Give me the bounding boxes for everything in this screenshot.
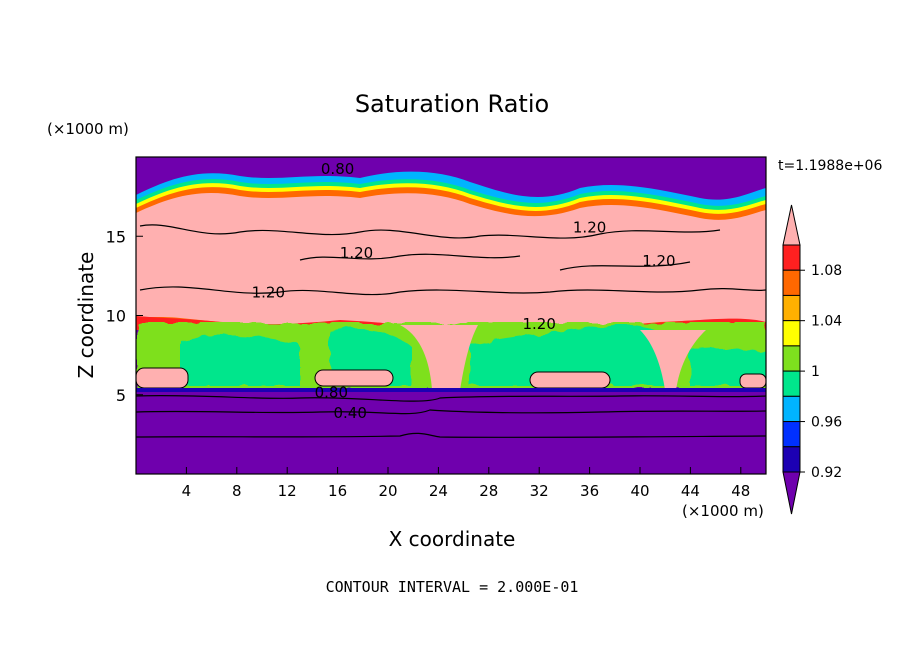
x-tick-label: 20 [378, 482, 397, 500]
contour-labels: 0.80 1.20 1.20 1.20 1.20 1.20 0.80 0.40 [252, 160, 676, 422]
y-axis: 5 10 15 [106, 227, 143, 405]
x-axis-title: X coordinate [389, 527, 516, 551]
contour-label: 1.20 [340, 244, 373, 262]
contour-label: 0.80 [321, 160, 354, 178]
colorbar-swatch [782, 294, 801, 322]
x-tick-label: 8 [232, 482, 242, 500]
contour-lines [136, 224, 766, 439]
contour-interval-footer: CONTOUR INTERVAL = 2.000E-01 [326, 578, 579, 596]
x-axis: 4 8 12 16 20 24 28 32 36 40 44 48 [182, 467, 750, 500]
pink-intrusion-2 [640, 330, 706, 390]
colorbar-label: 1 [811, 364, 820, 380]
lens-3 [529, 371, 611, 389]
x-tick-label: 24 [429, 482, 448, 500]
x-tick-label: 32 [530, 482, 549, 500]
time-label: t=1.1988e+06 [778, 158, 882, 174]
x-unit-label: (×1000 m) [682, 502, 764, 520]
colorbar-swatch [782, 395, 801, 423]
y-unit-label: (×1000 m) [47, 120, 129, 138]
x-tick-label: 4 [182, 482, 192, 500]
y-tick-label: 5 [116, 386, 126, 405]
moist-layer [136, 193, 766, 331]
colorbar-swatch [782, 370, 801, 397]
colorbar-swatch [782, 269, 801, 296]
colorbar-label: 1.04 [811, 314, 842, 330]
lens-2 [314, 369, 394, 387]
lens-4 [739, 373, 766, 389]
pink-intrusion-1 [400, 325, 478, 390]
y-tick-label: 10 [106, 307, 126, 326]
colorbar-swatch [782, 345, 801, 372]
chart-title: Saturation Ratio [355, 90, 549, 118]
y-tick-label: 15 [106, 227, 126, 246]
colorbar-bottom-cap [782, 471, 801, 515]
contour-label: 1.20 [642, 252, 675, 270]
x-tick-label: 12 [278, 482, 297, 500]
colorbar-swatch [782, 320, 801, 347]
contour-label: 1.20 [252, 283, 285, 301]
colorbar: 1.08 1.04 1 0.96 0.92 [782, 204, 842, 515]
colorbar-label: 1.08 [811, 263, 842, 279]
cloud-base [136, 388, 766, 392]
lens-1 [136, 367, 189, 389]
x-tick-label: 28 [479, 482, 498, 500]
colorbar-swatch [782, 446, 801, 473]
x-tick-label: 48 [731, 482, 750, 500]
contour-label: 1.20 [573, 218, 606, 236]
cloud-band-teal [180, 324, 766, 386]
x-tick-label: 36 [580, 482, 599, 500]
contour-label: 0.40 [333, 404, 366, 422]
contour-label: 1.20 [522, 315, 555, 333]
x-tick-label: 40 [630, 482, 649, 500]
colorbar-swatch [782, 244, 801, 271]
colorbar-label: 0.96 [811, 415, 842, 431]
colorbar-swatch [782, 421, 801, 448]
colorbar-label: 0.92 [811, 465, 842, 481]
plot-area [136, 157, 766, 474]
y-axis-title: Z coordinate [74, 252, 98, 379]
x-tick-label: 44 [681, 482, 700, 500]
x-tick-label: 16 [328, 482, 347, 500]
colorbar-top-cap [782, 204, 801, 246]
contour-label: 0.80 [315, 383, 348, 401]
